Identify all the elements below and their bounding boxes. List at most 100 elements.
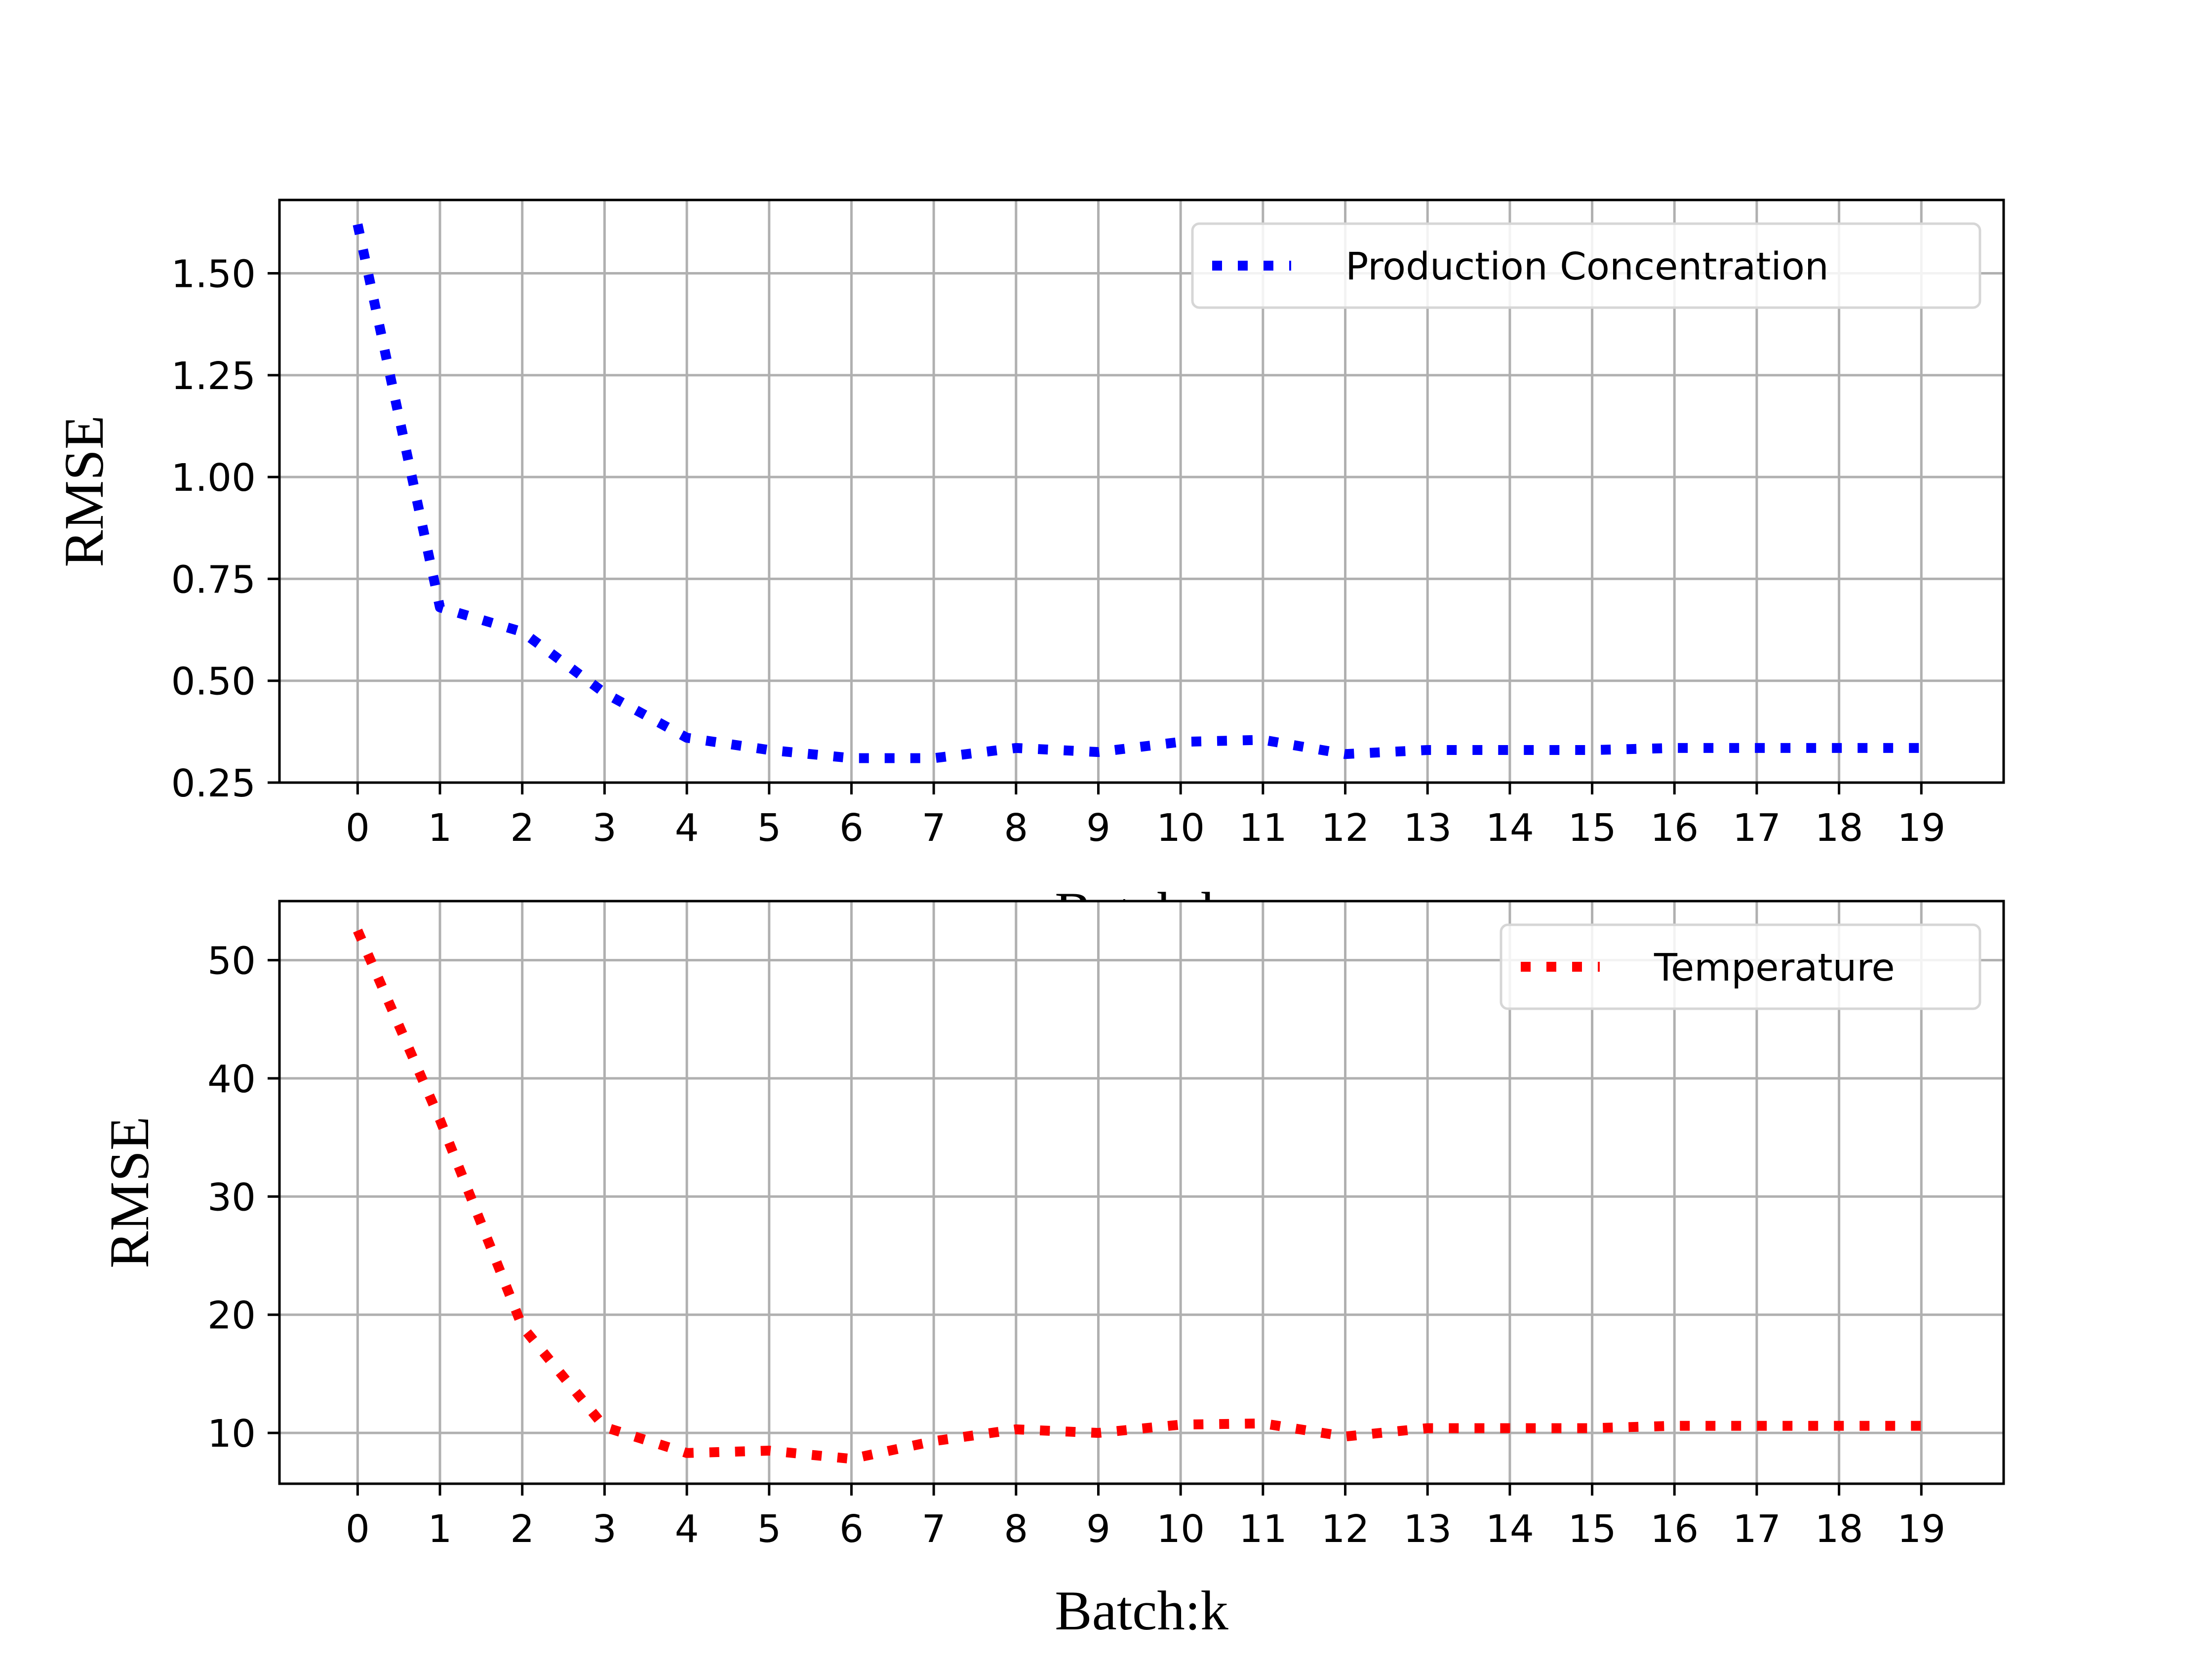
y-tick-label: 0.50 — [171, 660, 256, 704]
data-point — [439, 1119, 440, 1120]
x-tick-label: 18 — [1815, 806, 1863, 850]
y-axis-title: RMSE — [53, 415, 115, 567]
data-point — [357, 224, 358, 225]
x-axis-title: Batch:k — [1055, 1580, 1228, 1642]
data-point — [439, 607, 440, 608]
x-tick-label: 7 — [922, 1507, 946, 1551]
data-point — [1756, 748, 1757, 749]
data-point — [1098, 1432, 1099, 1433]
x-tick-label: 16 — [1650, 806, 1698, 850]
x-tick-label: 1 — [428, 1507, 452, 1551]
x-tick-label: 7 — [922, 806, 946, 850]
data-point — [1180, 1424, 1181, 1425]
y-tick-label: 0.75 — [171, 558, 256, 602]
data-point — [1839, 1425, 1840, 1426]
x-tick-label: 10 — [1156, 806, 1205, 850]
x-tick-label: 11 — [1239, 1507, 1287, 1551]
data-point — [1016, 748, 1017, 749]
x-tick-label: 2 — [510, 1507, 534, 1551]
data-point — [1345, 753, 1346, 754]
x-tick-label: 0 — [346, 1507, 370, 1551]
x-tick-label: 15 — [1568, 806, 1617, 850]
data-point — [851, 757, 852, 758]
data-point — [933, 1441, 934, 1442]
data-point — [1509, 1428, 1510, 1429]
x-tick-label: 14 — [1486, 806, 1534, 850]
data-point — [1180, 741, 1181, 742]
y-tick-label: 10 — [207, 1412, 256, 1456]
data-point — [522, 1326, 523, 1327]
data-point — [686, 737, 687, 738]
y-tick-label: 1.25 — [171, 355, 256, 398]
x-tick-label: 13 — [1403, 1507, 1452, 1551]
x-tick-label: 17 — [1733, 1507, 1781, 1551]
legend: Production Concentration — [1191, 222, 1981, 309]
bottom-chart-panel: 0 1 2 3 4 5 6 7 8 9 10 11 12 13 14 15 16 17 18 191020304050… — [99, 900, 2005, 1642]
x-tick-label: 17 — [1733, 806, 1781, 850]
x-tick-label: 3 — [592, 1507, 617, 1551]
x-tick-label: 18 — [1815, 1507, 1863, 1551]
x-tick-label: 15 — [1568, 1507, 1617, 1551]
legend-box — [1191, 222, 1981, 309]
x-tick-label: 4 — [675, 1507, 699, 1551]
x-tick-label: 1 — [428, 806, 452, 850]
y-tick-label: 1.50 — [171, 253, 256, 297]
data-point — [686, 1453, 687, 1454]
data-point — [1839, 748, 1840, 749]
x-tick-label: 2 — [510, 806, 534, 850]
data-point — [1263, 739, 1264, 740]
data-point — [357, 930, 358, 931]
data-point — [1263, 1423, 1264, 1424]
data-point — [1674, 1425, 1675, 1426]
x-tick-label: 0 — [346, 806, 370, 850]
legend-label: Production Concentration — [1345, 245, 1829, 289]
x-tick-label: 16 — [1650, 1507, 1698, 1551]
y-tick-label: 40 — [207, 1058, 256, 1102]
legend: Temperature — [1500, 923, 1981, 1010]
y-tick-label: 30 — [207, 1176, 256, 1220]
x-tick-label: 8 — [1004, 806, 1028, 850]
data-point — [769, 1450, 770, 1451]
data-point — [1427, 1428, 1428, 1429]
x-tick-label: 6 — [839, 806, 864, 850]
x-tick-label: 13 — [1403, 806, 1452, 850]
x-tick-label: 9 — [1086, 1507, 1110, 1551]
x-tick-label: 19 — [1897, 1507, 1945, 1551]
y-tick-label: 0.25 — [171, 762, 256, 806]
data-point — [604, 1426, 605, 1427]
x-tick-label: 10 — [1156, 1507, 1205, 1551]
x-tick-label: 11 — [1239, 806, 1287, 850]
x-tick-label: 3 — [592, 806, 617, 850]
x-tick-label: 4 — [675, 806, 699, 850]
x-tick-label: 12 — [1321, 1507, 1370, 1551]
y-tick-label: 1.00 — [171, 456, 256, 500]
data-point — [1756, 1425, 1757, 1426]
x-tick-label: 6 — [839, 1507, 864, 1551]
x-tick-label: 8 — [1004, 1507, 1028, 1551]
y-tick-label: 50 — [207, 940, 256, 984]
x-tick-label: 19 — [1897, 806, 1945, 850]
data-point — [1016, 1429, 1017, 1430]
data-point — [1921, 1425, 1922, 1426]
data-point — [1921, 748, 1922, 749]
series-line — [353, 928, 1922, 1464]
y-tick-label: 20 — [207, 1294, 256, 1338]
x-tick-label: 5 — [757, 1507, 781, 1551]
legend-box — [1500, 923, 1981, 1010]
series-line — [353, 223, 1922, 763]
data-point — [933, 757, 934, 758]
data-point — [1674, 748, 1675, 749]
axes-frame — [278, 900, 2005, 1485]
y-axis-title: RMSE — [99, 1116, 160, 1268]
axes-frame — [278, 198, 2005, 784]
data-point — [1592, 1428, 1593, 1429]
x-tick-label: 9 — [1086, 806, 1110, 850]
legend-label: Temperature — [1654, 946, 1895, 990]
data-point — [1345, 1436, 1346, 1437]
x-tick-label: 14 — [1486, 1507, 1534, 1551]
data-point — [604, 692, 605, 693]
x-tick-label: 5 — [757, 806, 781, 850]
x-tick-label: 12 — [1321, 806, 1370, 850]
data-point — [851, 1459, 852, 1460]
